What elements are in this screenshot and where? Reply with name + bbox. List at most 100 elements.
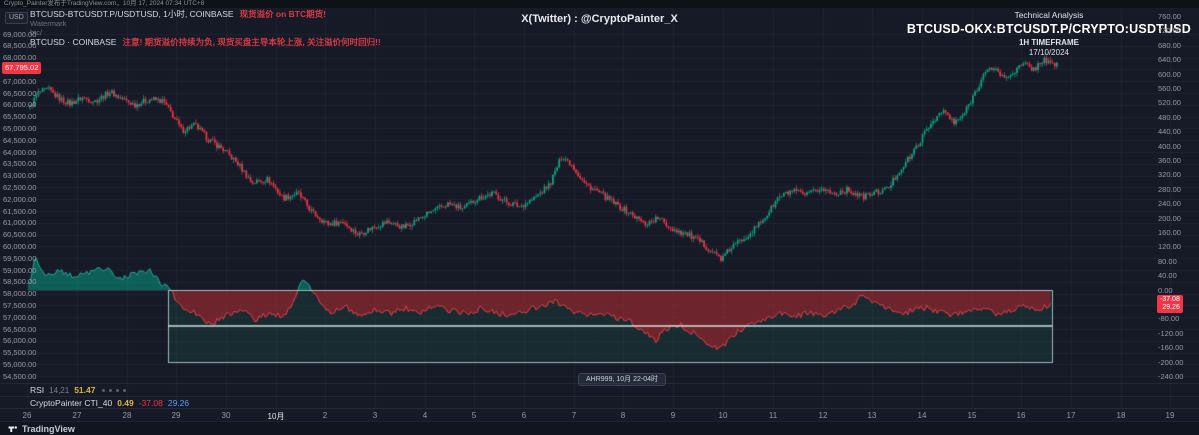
- oscillator-tick: 360.00: [1158, 155, 1181, 165]
- legend-watermark-label: Watermark: [30, 19, 67, 28]
- time-tick: 10月: [267, 412, 285, 421]
- share-header-text: Crypto_Painter发布于TradingView.com，10月 17,…: [4, 0, 205, 7]
- price-tick: 65,000.00: [3, 123, 37, 133]
- indicator-row-cti[interactable]: CryptoPainter CTI_40 0.49 -37.08 29.26: [0, 396, 1199, 409]
- time-tick: 26: [22, 411, 32, 420]
- oscillator-value-line2: 29.26: [1162, 304, 1180, 311]
- technical-analysis-note: Technical Analysis BTCUSD-OKX:BTCUSDT.P/…: [907, 10, 1191, 57]
- time-tick: 19: [1165, 411, 1175, 420]
- price-tick: 63,000.00: [3, 171, 37, 181]
- rsi-plot-dots-icon: [98, 385, 127, 395]
- oscillator-tick: 760.00: [1158, 11, 1181, 21]
- price-tick: 56,500.00: [3, 324, 37, 334]
- price-tick: 64,000.00: [3, 147, 37, 157]
- time-tick: 14: [917, 411, 927, 420]
- oscillator-tick: 400.00: [1158, 141, 1181, 151]
- bottom-bar: TradingView: [0, 421, 1199, 435]
- oscillator-tick: 640.00: [1158, 55, 1181, 65]
- twitter-handle-watermark: X(Twitter) : @CryptoPainter_X: [521, 13, 678, 25]
- price-tick: 59,500.00: [3, 253, 37, 263]
- price-tick: 56,000.00: [3, 336, 37, 346]
- share-header: Crypto_Painter发布于TradingView.com，10月 17,…: [0, 0, 1199, 9]
- indicator-row-rsi[interactable]: RSI 14,21 51.47: [0, 383, 1199, 396]
- cti-value-3: 29.26: [167, 398, 190, 408]
- price-tick: 66,000.00: [3, 100, 37, 110]
- oscillator-tick: 200.00: [1158, 213, 1181, 223]
- cti-name[interactable]: CryptoPainter CTI_40: [30, 398, 113, 408]
- oscillator-tick: 280.00: [1158, 184, 1181, 194]
- analysis-title: Technical Analysis: [1014, 10, 1084, 20]
- time-tick: 15: [967, 411, 977, 420]
- legend-symbol-row[interactable]: BTCUSD-BTCUSDT.P/USDTUSD, 1小时, COINBASE 现…: [30, 10, 381, 19]
- legend-compare-note: 注意! 期货溢价持续为负, 现货买盘主导本轮上涨, 关注溢价何时回归!!: [122, 37, 381, 47]
- time-tick: 27: [72, 411, 82, 420]
- time-tick: 17: [1066, 411, 1076, 420]
- oscillator-tick: -200.00: [1158, 357, 1184, 367]
- oscillator-tick: 0.00: [1158, 285, 1173, 295]
- price-tick: 61,000.00: [3, 218, 37, 228]
- legend-compare-row[interactable]: BTCUSD · COINBASE 注意! 期货溢价持续为负, 现货买盘主导本轮上…: [30, 38, 381, 47]
- currency-chip[interactable]: USD: [5, 12, 28, 24]
- price-tick: 57,000.00: [3, 312, 37, 322]
- rsi-params: 14,21: [49, 386, 70, 395]
- rsi-name[interactable]: RSI: [30, 385, 45, 395]
- cti-value-1: 0.49: [117, 398, 134, 408]
- legend-watermark-sub: btc/: [30, 28, 43, 37]
- time-tick: 13: [867, 411, 877, 420]
- time-tick: 9: [670, 411, 676, 420]
- time-tick: 12: [818, 411, 828, 420]
- price-tick: 62,000.00: [3, 194, 37, 204]
- price-tick: 65,500.00: [3, 112, 37, 122]
- price-tick: 58,500.00: [3, 277, 37, 287]
- oscillator-tick: 40.00: [1158, 271, 1177, 281]
- time-tick: 28: [122, 411, 132, 420]
- legend-compare-symbol[interactable]: BTCUSD · COINBASE: [30, 37, 117, 47]
- price-tick: 59,000.00: [3, 265, 37, 275]
- price-tick: 62,500.00: [3, 182, 37, 192]
- price-tick: 68,000.00: [3, 53, 37, 63]
- time-tick: 4: [422, 411, 428, 420]
- oscillator-value-line1: -37.08: [1160, 296, 1180, 303]
- analysis-date: 17/10/2024: [1028, 48, 1069, 57]
- price-tick: 69,000.00: [3, 29, 37, 39]
- tradingview-brand[interactable]: TradingView: [22, 424, 75, 434]
- time-tick: 18: [1116, 411, 1126, 420]
- oscillator-tick: 560.00: [1158, 83, 1181, 93]
- price-tick: 66,500.00: [3, 88, 37, 98]
- cti-value-2: -37.08: [138, 398, 163, 408]
- oscillator-tick: 480.00: [1158, 112, 1181, 122]
- oscillator-tick: 520.00: [1158, 98, 1181, 108]
- oscillator-tick: -160.00: [1158, 343, 1184, 353]
- price-tick: 57,500.00: [3, 300, 37, 310]
- oscillator-tick: -240.00: [1158, 371, 1184, 381]
- time-tick: 30: [221, 411, 231, 420]
- oscillator-tick: 440.00: [1158, 127, 1181, 137]
- time-tick: 11: [768, 411, 778, 420]
- legend-symbol[interactable]: BTCUSD-BTCUSDT.P/USDTUSD, 1小时, COINBASE: [30, 9, 234, 19]
- oscillator-tick: 240.00: [1158, 199, 1181, 209]
- time-tick: 8: [620, 411, 626, 420]
- rsi-value: 51.47: [74, 385, 96, 395]
- analysis-timeframe: 1H TIMEFRAME: [1018, 38, 1079, 47]
- price-tick: 68,500.00: [3, 41, 37, 51]
- oscillator-tick: 120.00: [1158, 242, 1181, 252]
- time-tick: 3: [372, 411, 378, 420]
- legend-symbol-note: 现货溢价 on BTC期货!: [239, 9, 326, 19]
- oscillator-tick: 680.00: [1158, 40, 1181, 50]
- oscillator-tick: 320.00: [1158, 170, 1181, 180]
- time-axis[interactable]: 26 27 28 29 30 10月 2 3 4 5 6 7 8 9 10 11 12 13 14 15 16 17 18 1…: [0, 408, 1199, 422]
- last-price-label: 67,795.02: [2, 62, 42, 74]
- tradingview-logo-icon[interactable]: [8, 424, 18, 434]
- time-tick: 5: [471, 411, 477, 420]
- price-tick: 63,500.00: [3, 159, 37, 169]
- price-tick: 60,500.00: [3, 230, 37, 240]
- price-tick: 67,000.00: [3, 76, 37, 86]
- chart-legend: BTCUSD-BTCUSDT.P/USDTUSD, 1小时, COINBASE 现…: [30, 10, 381, 48]
- oscillator-tick: -80.00: [1158, 314, 1180, 324]
- time-tick: 10: [718, 411, 728, 420]
- oscillator-value-label: -37.08 29.26: [1157, 295, 1183, 313]
- time-tick: 7: [571, 411, 577, 420]
- price-tick: 55,000.00: [3, 359, 37, 369]
